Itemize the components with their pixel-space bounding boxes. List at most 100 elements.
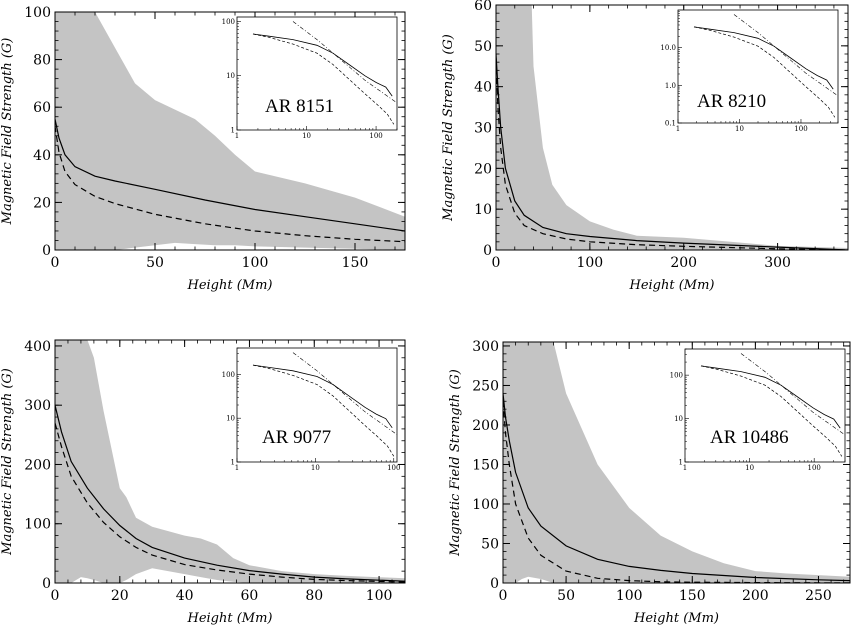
- inset-x-tick-label: 1: [676, 125, 680, 133]
- x-tick-label: 50: [146, 255, 164, 271]
- uncertainty-band: [55, 340, 405, 583]
- inset-region-label: AR 8151: [265, 96, 334, 117]
- chart-panel-2: 0 100 200 300 0 10 20 30 40 50 60 Height (Mm) Magnet…: [441, 0, 849, 293]
- y-tick-label: 60: [474, 0, 492, 14]
- inset-x-tick-label: 100: [387, 464, 400, 472]
- inset-x-tick-label: 1: [235, 132, 239, 140]
- inset-x-tick-label: 10: [745, 464, 754, 472]
- y-tick-label: 400: [24, 339, 51, 355]
- inset-region-label: AR 10486: [710, 427, 789, 448]
- x-tick-label: 200: [742, 588, 769, 604]
- inset-y-tick-label: 10: [674, 415, 683, 423]
- y-tick-label: 200: [24, 457, 51, 473]
- series-line-solid: [503, 393, 850, 582]
- plot-frame: [502, 341, 851, 584]
- x-tick-label: 0: [492, 255, 501, 271]
- inset-y-tick-label: 100: [222, 18, 235, 26]
- uncertainty-band: [55, 12, 405, 250]
- inset-y-tick-label: 10: [226, 72, 235, 80]
- inset-plot: 1 10 100 1 10 100 AR 8151: [222, 16, 398, 140]
- inset-y-tick-label: 1: [231, 459, 235, 467]
- y-tick-label: 200: [472, 418, 499, 434]
- plot-frame: [54, 11, 406, 251]
- y-tick-label: 80: [33, 53, 51, 69]
- x-tick-label: 80: [305, 588, 323, 604]
- series-line-solid: [55, 118, 405, 232]
- inset-x-tick-label: 1: [235, 464, 239, 472]
- y-tick-label: 0: [42, 243, 51, 259]
- inset-y-tick-label: 100: [670, 372, 683, 380]
- x-tick-label: 50: [557, 588, 575, 604]
- inset-x-tick-label: 100: [369, 132, 382, 140]
- y-axis-label: Magnetic Field Strength (G): [441, 34, 456, 222]
- y-tick-label: 60: [33, 100, 51, 116]
- y-tick-label: 20: [474, 161, 492, 177]
- y-axis-label: Magnetic Field Strength (G): [0, 38, 15, 226]
- inset-line-dashed: [252, 33, 395, 125]
- y-axis-label: Magnetic Field Strength (G): [448, 369, 463, 557]
- inset-y-tick-label: 1: [231, 127, 235, 135]
- x-axis-label: Height (Mm): [628, 278, 714, 293]
- y-tick-label: 300: [472, 339, 499, 355]
- inset-y-tick-label: 1.0: [665, 82, 676, 90]
- uncertainty-band: [496, 5, 848, 250]
- x-tick-label: 150: [679, 588, 706, 604]
- y-tick-label: 40: [474, 80, 492, 96]
- series-line-dashed: [55, 422, 405, 583]
- uncertainty-band: [503, 342, 850, 583]
- inset-region-label: AR 9077: [262, 427, 331, 448]
- x-axis-label: Height (Mm): [633, 611, 719, 626]
- chart-panel-1: 0 50 100 150 0 20 40 60 80 100 Height (Mm) Magnetic…: [0, 5, 406, 293]
- chart-panel-3: 0 20 40 60 80 100 0 100 200 300 400 Height (Mm) Magn…: [0, 339, 406, 626]
- x-tick-label: 60: [241, 588, 259, 604]
- x-axis-label: Height (Mm): [186, 278, 272, 293]
- x-tick-label: 100: [366, 588, 393, 604]
- x-tick-label: 100: [616, 588, 643, 604]
- y-tick-label: 10: [474, 202, 492, 218]
- x-tick-label: 0: [51, 588, 60, 604]
- inset-region-label: AR 8210: [697, 91, 766, 112]
- series-line-solid: [55, 405, 405, 582]
- inset-line-solid: [252, 33, 393, 97]
- inset-y-tick-label: 100: [222, 371, 235, 379]
- inset-y-tick-label: 10.0: [660, 44, 676, 52]
- chart-panel-4: 0 50 100 150 200 250 0 50 100 150 200 250 300 Height …: [448, 339, 851, 626]
- x-tick-label: 100: [242, 255, 269, 271]
- x-tick-label: 300: [764, 255, 791, 271]
- inset-x-tick-label: 100: [794, 125, 807, 133]
- series-line-dashed: [55, 126, 405, 243]
- inset-x-tick-label: 1: [683, 464, 687, 472]
- y-tick-label: 150: [472, 457, 499, 473]
- y-tick-label: 30: [474, 121, 492, 137]
- inset-line-solid: [252, 364, 393, 429]
- y-tick-label: 50: [481, 536, 499, 552]
- y-tick-label: 20: [33, 195, 51, 211]
- inset-line-dashed: [700, 365, 843, 457]
- inset-x-tick-label: 10: [302, 132, 311, 140]
- inset-line-dashed: [693, 26, 836, 118]
- inset-line-solid: [693, 26, 834, 90]
- x-tick-label: 200: [670, 255, 697, 271]
- x-tick-label: 0: [51, 255, 60, 271]
- inset-y-tick-label: 10: [226, 415, 235, 423]
- y-axis-label: Magnetic Field Strength (G): [0, 368, 15, 556]
- inset-plot: 1 10 100 1 10 100 AR 10486: [670, 348, 846, 472]
- inset-plot: 1 10 100 0.1 1.0 10.0 AR 8210: [660, 9, 839, 133]
- y-tick-label: 250: [472, 378, 499, 394]
- y-tick-label: 100: [24, 5, 51, 21]
- x-tick-label: 100: [576, 255, 603, 271]
- y-tick-label: 100: [472, 497, 499, 513]
- inset-line-solid: [700, 365, 841, 429]
- inset-plot: 1 10 100 1 10 100 AR 9077: [222, 347, 400, 472]
- inset-x-tick-label: 100: [807, 464, 820, 472]
- x-tick-label: 0: [499, 588, 508, 604]
- y-tick-label: 100: [24, 517, 51, 533]
- y-tick-label: 300: [24, 398, 51, 414]
- y-tick-label: 0: [42, 576, 51, 592]
- x-axis-label: Height (Mm): [186, 611, 272, 626]
- y-tick-label: 0: [483, 243, 492, 259]
- inset-line-dashed: [252, 364, 395, 457]
- y-tick-label: 40: [33, 148, 51, 164]
- inset-x-tick-label: 10: [735, 125, 744, 133]
